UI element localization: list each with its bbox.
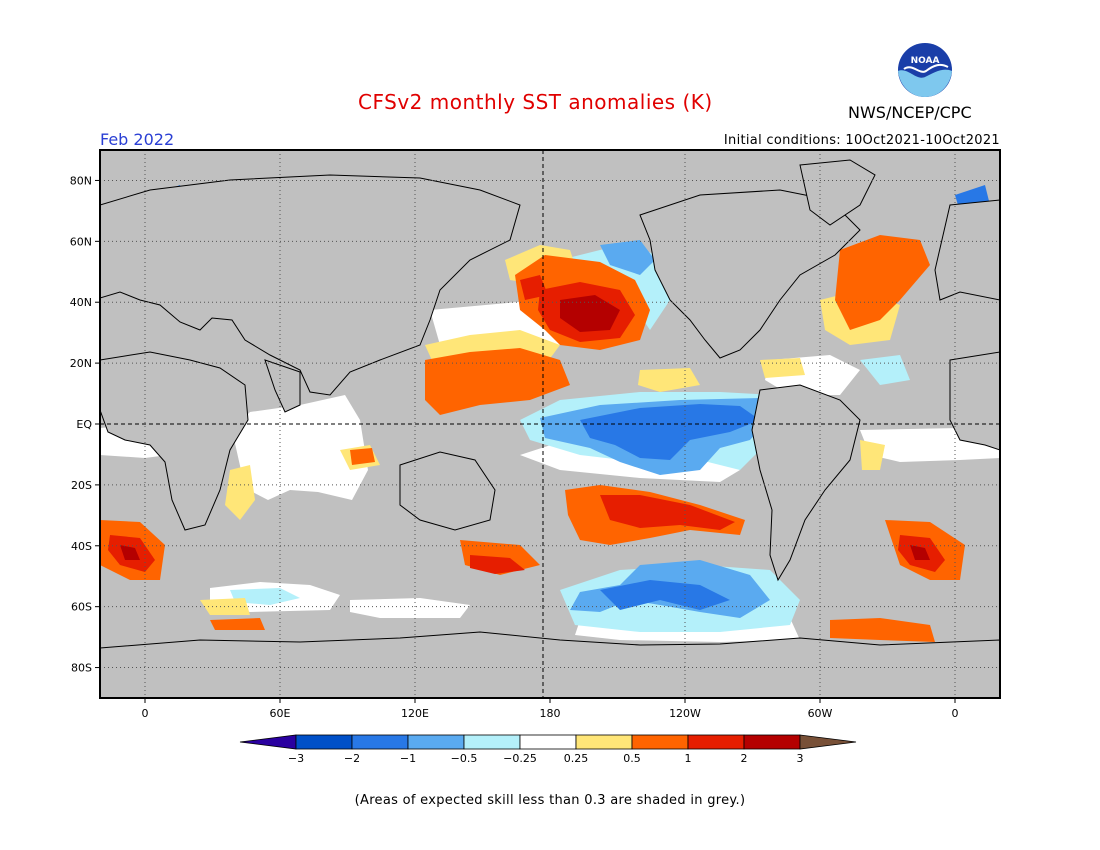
colorbar-tick-label: 1	[685, 752, 692, 765]
colorbar-segment	[463, 734, 521, 750]
colorbar-segment	[687, 734, 745, 750]
agency-label: NWS/NCEP/CPC	[848, 103, 972, 122]
colorbar-max-arrow	[799, 734, 857, 750]
lon-tick-label: 60E	[270, 707, 291, 720]
colorbar-segment	[631, 734, 689, 750]
colorbar: −3 −2 −1 −0.5 −0.25 0.25 0.5 1 2 3	[239, 734, 857, 765]
lat-tick-label: 20S	[71, 479, 92, 492]
lon-tick-label: 120E	[401, 707, 429, 720]
colorbar-tick-label: −2	[344, 752, 360, 765]
page-title: CFSv2 monthly SST anomalies (K)	[358, 90, 713, 114]
colorbar-tick-label: −1	[400, 752, 416, 765]
colorbar-segment	[407, 734, 465, 750]
colorbar-tick-label: −0.25	[503, 752, 537, 765]
lat-tick-label: 60S	[71, 601, 92, 614]
lon-tick-label: 120W	[669, 707, 701, 720]
colorbar-segment	[295, 734, 353, 750]
lon-tick-label: 0	[952, 707, 959, 720]
lat-tick-label: 40S	[71, 540, 92, 553]
latitude-ticks: 80N 60N 40N 20N EQ 20S 40S 60S 80S	[70, 174, 100, 675]
colorbar-tick-label: 0.5	[623, 752, 641, 765]
colorbar-tick-label: 2	[741, 752, 748, 765]
longitude-ticks: 0 60E 120E 180 120W 60W 0	[142, 698, 959, 720]
lat-tick-label: 80N	[70, 174, 92, 187]
skill-footnote: (Areas of expected skill less than 0.3 a…	[354, 793, 746, 808]
lat-tick-label: EQ	[76, 418, 92, 431]
logo-text: NOAA	[911, 56, 940, 66]
noaa-logo: NOAA	[894, 41, 956, 103]
graticule	[100, 150, 1000, 698]
lon-tick-label: 180	[540, 707, 561, 720]
lat-tick-label: 20N	[70, 357, 92, 370]
colorbar-tick-label: −0.5	[451, 752, 478, 765]
colorbar-tick-label: 0.25	[564, 752, 589, 765]
strongest-positive-regions	[120, 295, 930, 560]
colorbar-min-arrow	[239, 734, 297, 750]
colorbar-segment	[519, 734, 577, 750]
lat-tick-label: 40N	[70, 296, 92, 309]
colorbar-tick-label: 3	[797, 752, 804, 765]
lon-tick-label: 60W	[808, 707, 833, 720]
colorbar-segment	[743, 734, 801, 750]
lon-tick-label: 0	[142, 707, 149, 720]
month-label: Feb 2022	[100, 130, 175, 149]
lat-tick-label: 60N	[70, 235, 92, 248]
colorbar-segment	[575, 734, 633, 750]
lat-tick-label: 80S	[71, 662, 92, 675]
colorbar-segment	[351, 734, 409, 750]
colorbar-tick-label: −3	[288, 752, 304, 765]
initial-conditions: Initial conditions: 10Oct2021-10Oct2021	[723, 133, 1000, 148]
